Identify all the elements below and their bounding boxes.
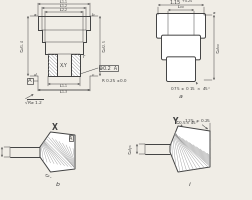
Polygon shape (169, 126, 209, 172)
Text: a: a (212, 11, 215, 16)
Text: $\emptyset_{c_0}$: $\emptyset_{c_0}$ (43, 173, 52, 181)
FancyBboxPatch shape (156, 14, 205, 38)
Text: i: i (188, 182, 190, 186)
Text: Y: Y (172, 117, 177, 127)
Text: $\emptyset d_{2,5}$: $\emptyset d_{2,5}$ (101, 39, 108, 53)
Text: d: d (33, 73, 36, 77)
Text: c: c (92, 73, 94, 77)
Text: $L_{xx}$: $L_{xx}$ (176, 4, 184, 11)
Text: $\emptyset d_{1,4}$: $\emptyset d_{1,4}$ (19, 39, 27, 53)
Text: b: b (92, 13, 94, 17)
FancyBboxPatch shape (166, 57, 195, 82)
Bar (71, 54, 80, 76)
Text: $\sqrt{Ra\ 1.2}$: $\sqrt{Ra\ 1.2}$ (24, 98, 44, 106)
Text: R 0.25 ±0.0: R 0.25 ±0.0 (102, 79, 126, 83)
Text: A: A (69, 136, 72, 140)
Text: 0.2  A: 0.2 A (100, 66, 117, 71)
Text: ⊕: ⊕ (98, 66, 102, 71)
Text: X: X (52, 122, 58, 132)
Text: $L_{1,1}$: $L_{1,1}$ (59, 0, 69, 6)
Text: a: a (178, 94, 182, 98)
Text: $L_{1,1}$: $L_{1,1}$ (59, 83, 69, 90)
Text: A: A (28, 78, 32, 84)
FancyBboxPatch shape (161, 35, 200, 60)
Text: $L_{1,2}$: $L_{1,2}$ (59, 2, 69, 10)
Text: $1.25\ \pm 0.25$: $1.25\ \pm 0.25$ (183, 117, 211, 124)
Text: a: a (33, 13, 36, 17)
Text: b: b (55, 182, 59, 186)
Polygon shape (40, 132, 75, 172)
Text: $1.15\ ^{+0.25}$: $1.15\ ^{+0.25}$ (168, 0, 193, 7)
Text: r: r (83, 53, 85, 58)
Text: $\emptyset 0.5 \times 45°$: $\emptyset 0.5 \times 45°$ (174, 118, 198, 126)
Text: $\emptyset d_{ys}$: $\emptyset d_{ys}$ (127, 143, 136, 155)
Text: $0.75\ \pm 0.15\ \times\ 45°$: $0.75\ \pm 0.15\ \times\ 45°$ (170, 84, 211, 92)
Text: $L_{2,2}$: $L_{2,2}$ (59, 6, 69, 14)
Bar (48, 54, 57, 76)
Text: $\emptyset d_{xs}$: $\emptyset d_{xs}$ (0, 146, 1, 158)
Text: $L_{1,3}$: $L_{1,3}$ (59, 88, 69, 96)
Text: $\emptyset d_{xx}$: $\emptyset d_{xx}$ (214, 41, 222, 54)
Text: X,Y: X,Y (60, 62, 68, 68)
